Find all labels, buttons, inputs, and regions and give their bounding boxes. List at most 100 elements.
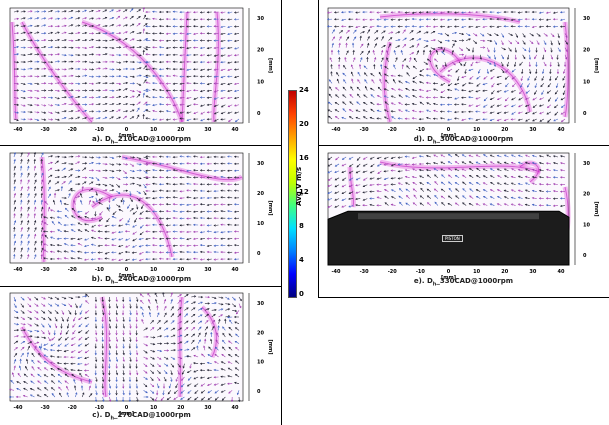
vector-arrowhead xyxy=(399,201,402,205)
vector-arrowhead xyxy=(43,249,47,252)
vector-arrow xyxy=(34,11,39,13)
vector-arrow xyxy=(476,196,481,199)
vector-arrow xyxy=(162,390,165,395)
vector-arrow xyxy=(129,31,135,34)
vector-arrow xyxy=(163,335,169,338)
vector-arrowhead xyxy=(227,89,230,93)
vector-arrowhead xyxy=(454,117,457,120)
vector-arrowhead xyxy=(72,332,75,335)
vector-arrowhead xyxy=(560,18,563,21)
vector-arrow xyxy=(386,50,389,55)
vector-arrowhead xyxy=(220,112,224,115)
vector-arrowhead xyxy=(186,320,189,323)
vector-arrow xyxy=(409,30,414,34)
vector-arrowhead xyxy=(489,189,493,192)
vector-arrow xyxy=(405,176,410,179)
vector-arrowhead xyxy=(16,24,19,27)
vector-arrowhead xyxy=(98,103,101,106)
vector-arrow xyxy=(454,168,460,172)
vector-arrowhead xyxy=(186,293,189,297)
vector-arrowhead xyxy=(158,251,162,254)
vector-arrowhead xyxy=(348,18,351,21)
vector-arrow xyxy=(357,79,361,84)
vector-arrow xyxy=(167,390,172,395)
vector-arrow xyxy=(520,83,523,88)
vector-arrow xyxy=(553,118,559,122)
vector-arrowhead xyxy=(23,82,26,86)
vector-arrowhead xyxy=(30,380,33,383)
vector-arrowhead xyxy=(192,60,196,64)
vector-arrowhead xyxy=(349,94,352,97)
vector-arrow xyxy=(170,313,175,318)
vector-arrow xyxy=(186,47,192,49)
vector-arrow xyxy=(207,362,212,364)
vector-arrowhead xyxy=(468,90,471,93)
vector-arrow xyxy=(203,345,206,351)
vector-arrowhead xyxy=(101,299,104,303)
vector-arrow xyxy=(27,152,30,158)
vector-arrowhead xyxy=(63,181,66,184)
vector-arrowhead xyxy=(118,163,122,166)
vector-arrowhead xyxy=(233,210,237,213)
vector-arrowhead xyxy=(523,42,526,45)
vector-arrow xyxy=(50,355,55,358)
vector-arrowhead xyxy=(115,352,118,356)
vector-arrow xyxy=(525,118,530,122)
vector-arrowhead xyxy=(192,244,196,247)
vector-arrow xyxy=(44,387,49,391)
vector-arrow xyxy=(146,109,151,113)
vector-arrow xyxy=(143,370,148,374)
vector-arrowhead xyxy=(132,60,136,64)
vector-arrowhead xyxy=(145,171,148,174)
vector-arrowhead xyxy=(214,119,217,122)
vector-arrow xyxy=(235,354,240,358)
vector-arrow xyxy=(66,386,69,391)
vector-arrowhead xyxy=(524,112,528,115)
vector-arrow xyxy=(561,104,566,108)
vector-arrow xyxy=(374,37,379,41)
vector-arrow xyxy=(143,350,148,354)
vector-arrow xyxy=(483,160,488,165)
vector-arrowhead xyxy=(538,25,542,28)
vector-arrow xyxy=(207,376,212,379)
vector-arrowhead xyxy=(462,181,465,184)
vector-arrow xyxy=(511,90,516,93)
vector-arrow xyxy=(163,363,168,367)
vector-arrowhead xyxy=(118,82,122,85)
vector-arrowhead xyxy=(98,169,101,173)
vector-arrow xyxy=(476,167,481,172)
vector-arrowhead xyxy=(503,189,507,192)
vector-arrow xyxy=(555,97,559,102)
vector-arrow xyxy=(82,162,87,165)
vector-arrow xyxy=(95,156,101,158)
vector-arrowhead xyxy=(362,116,366,119)
vector-arrow xyxy=(550,33,555,37)
vector-arrow xyxy=(143,101,148,105)
vector-arrow xyxy=(228,333,233,338)
vector-arrow xyxy=(41,61,46,63)
vector-arrowhead xyxy=(50,111,53,114)
vector-arrow xyxy=(423,40,429,42)
vector-arrowhead xyxy=(206,196,209,200)
vector-arrowhead xyxy=(397,177,400,180)
vector-arrow xyxy=(77,257,83,260)
vector-arrowhead xyxy=(213,376,216,379)
vector-arrow xyxy=(95,10,101,13)
vector-arrow xyxy=(109,183,114,187)
vector-arrow xyxy=(412,182,417,185)
vector-arrow xyxy=(75,116,80,120)
vector-arrow xyxy=(433,74,439,77)
vector-arrow xyxy=(235,118,240,122)
vector-arrowhead xyxy=(152,364,155,367)
vector-arrowhead xyxy=(13,158,16,162)
vector-arrow xyxy=(61,17,67,20)
vector-arrow xyxy=(154,396,158,402)
vector-arrowhead xyxy=(20,240,23,243)
vector-arrowhead xyxy=(535,50,538,53)
vector-arrow xyxy=(436,50,439,55)
vector-arrowhead xyxy=(145,32,148,35)
vector-arrow xyxy=(518,111,523,114)
vector-arrow xyxy=(70,190,76,192)
vector-arrow xyxy=(44,367,49,371)
vector-arrowhead xyxy=(84,68,88,71)
